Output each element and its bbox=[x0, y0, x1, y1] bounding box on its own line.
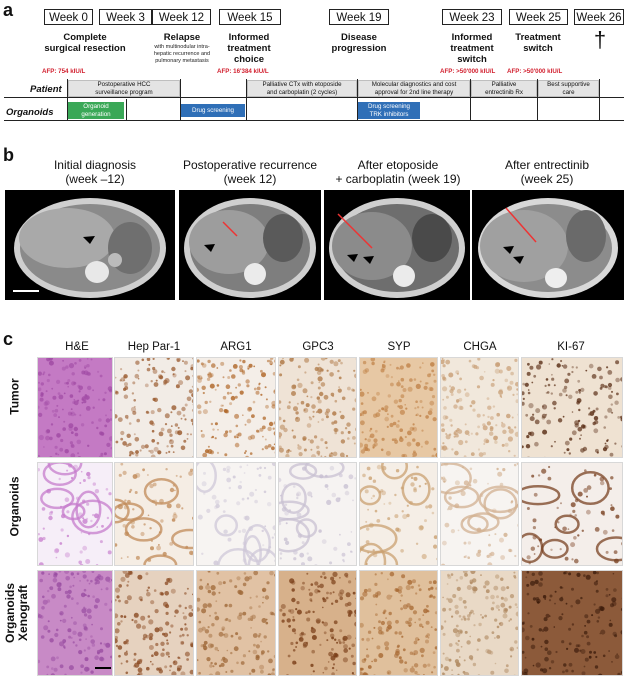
ihc-tile bbox=[114, 570, 194, 676]
ihc-tile bbox=[37, 570, 113, 676]
week-box: Week 23 bbox=[442, 9, 502, 25]
stain-header: H&E bbox=[65, 341, 89, 353]
stain-header: Hep Par-1 bbox=[127, 341, 181, 353]
week-box: Week 12 bbox=[152, 9, 211, 25]
patient-phase-bar: Palliative CTx with etoposide and carbop… bbox=[247, 80, 357, 97]
ihc-row-label: Organoids Xenograft bbox=[3, 583, 30, 644]
week-box: Week 26 bbox=[574, 9, 624, 25]
ihc-tile bbox=[196, 462, 276, 566]
scale-bar bbox=[95, 667, 111, 669]
timeline-tick bbox=[67, 79, 68, 121]
ihc-tile bbox=[440, 462, 519, 566]
ihc-tile bbox=[440, 357, 519, 458]
stain-header: ARG1 bbox=[220, 341, 252, 353]
ihc-tile bbox=[521, 462, 623, 566]
afp-value: AFP: >50'000 kIU/L bbox=[440, 68, 496, 75]
event-title: Disease progression bbox=[331, 32, 387, 54]
ihc-tile bbox=[521, 357, 623, 458]
ihc-tile bbox=[114, 357, 194, 458]
timeline-axis-patient bbox=[4, 97, 624, 98]
week-box: Week 25 bbox=[509, 9, 568, 25]
event-title: Treatment switch bbox=[515, 32, 561, 54]
patient-phase-bar: Postoperative HCC surveillance program bbox=[68, 80, 180, 97]
ct-scan-image bbox=[472, 190, 624, 300]
timeline-tick bbox=[537, 79, 538, 121]
ct-title: Postoperative recurrence (week 12) bbox=[182, 158, 318, 186]
ct-scan-image bbox=[5, 190, 175, 300]
stain-header: KI-67 bbox=[557, 341, 585, 353]
ihc-tile bbox=[359, 462, 438, 566]
event-title: Informed treatment choice bbox=[227, 32, 271, 65]
timeline-axis-organoids bbox=[4, 120, 624, 121]
event-title: Complete surgical resection bbox=[44, 32, 126, 54]
event-title: Informed treatment switch bbox=[450, 32, 494, 65]
ihc-tile bbox=[521, 570, 623, 676]
ct-title: After entrectinib (week 25) bbox=[504, 158, 590, 186]
ihc-tile bbox=[37, 462, 113, 566]
stain-header: SYP bbox=[387, 341, 411, 353]
ct-scan-image bbox=[179, 190, 321, 300]
panel-letter-a: a bbox=[3, 0, 14, 20]
ihc-tile bbox=[359, 357, 438, 458]
timeline-tick bbox=[599, 79, 600, 121]
week-box: Week 0 bbox=[44, 9, 93, 25]
afp-value: AFP: 754 kIU/L bbox=[42, 68, 86, 75]
panel-letter-b: b bbox=[3, 145, 14, 165]
drug-screening-trk-bar: Drug screening TRK inhibitors bbox=[358, 102, 420, 119]
ihc-tile bbox=[37, 357, 113, 458]
ihc-tile bbox=[196, 357, 276, 458]
ihc-tile bbox=[114, 462, 194, 566]
ct-scan-image bbox=[324, 190, 470, 300]
patient-phase-bar: Palliative entrectinib Rx bbox=[471, 80, 537, 97]
patient-phase-bar: Molecular diagnostics and cost approval … bbox=[358, 80, 470, 97]
timeline-tick bbox=[470, 79, 471, 121]
timeline-tick bbox=[246, 79, 247, 121]
ihc-tile bbox=[196, 570, 276, 676]
organoid-generation-bar: Organoid generation bbox=[68, 102, 124, 119]
ct-title: Initial diagnosis (week –12) bbox=[53, 158, 137, 186]
ihc-tile bbox=[278, 570, 357, 676]
week-box: Week 15 bbox=[219, 9, 281, 25]
ct-title: After etoposide + carboplatin (week 19) bbox=[335, 158, 461, 186]
death-dagger-icon: † bbox=[593, 27, 607, 52]
timeline-tick bbox=[126, 99, 127, 121]
ihc-tile bbox=[440, 570, 519, 676]
event-title: Relapse bbox=[163, 32, 201, 43]
ihc-row-label: Tumor bbox=[7, 378, 22, 415]
row-label-organoids: Organoids bbox=[6, 107, 54, 118]
ihc-row-label: Organoids bbox=[7, 476, 22, 537]
week-box: Week 19 bbox=[329, 9, 389, 25]
patient-phase-bar: Best supportive care bbox=[538, 80, 599, 97]
panel-letter-c: c bbox=[3, 329, 14, 349]
stain-header: CHGA bbox=[463, 341, 497, 353]
timeline-tick bbox=[180, 79, 181, 121]
ihc-tile bbox=[278, 357, 357, 458]
event-subtitle: with multinodular intra- hepatic recurre… bbox=[153, 44, 211, 64]
ihc-tile bbox=[278, 462, 357, 566]
week-box: Week 3 bbox=[99, 9, 152, 25]
ihc-tile bbox=[359, 570, 438, 676]
timeline-tick bbox=[357, 79, 358, 121]
row-label-patient: Patient bbox=[30, 84, 62, 95]
afp-value: AFP: 16'384 kIU/L bbox=[217, 68, 269, 75]
drug-screening-bar: Drug screening bbox=[181, 104, 245, 117]
afp-value: AFP: >50'000 kIU/L bbox=[507, 68, 563, 75]
stain-header: GPC3 bbox=[302, 341, 334, 353]
